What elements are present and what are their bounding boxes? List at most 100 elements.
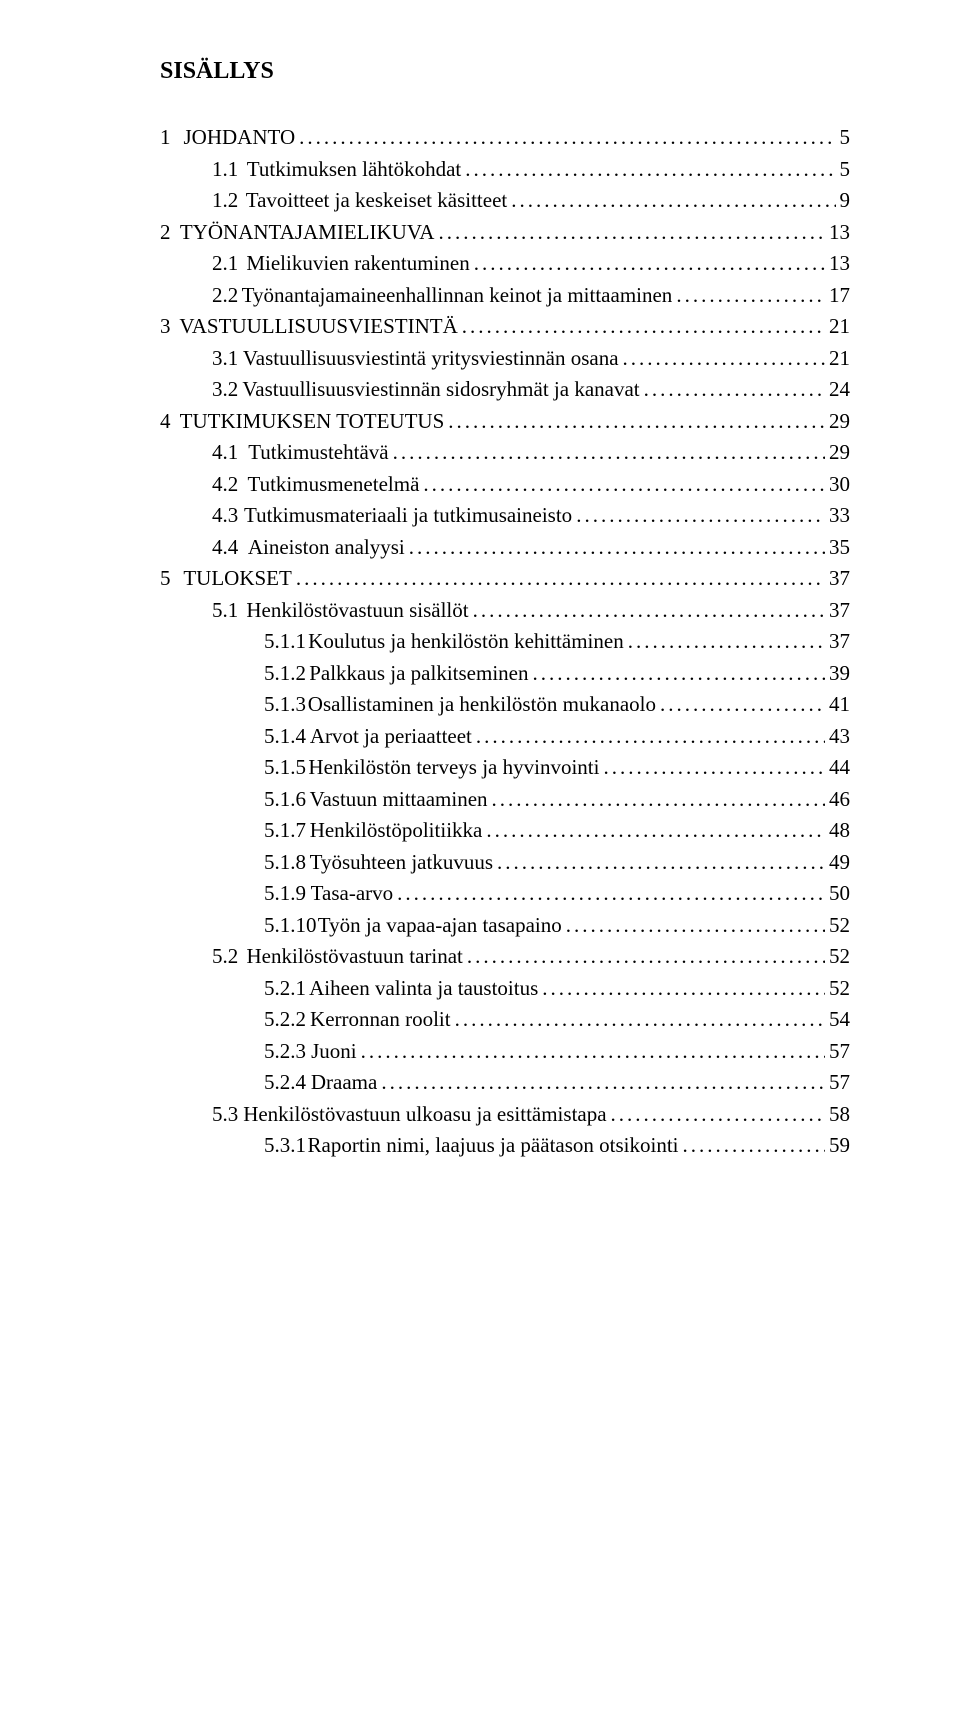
toc-entry: 5.2.2Kerronnan roolit...................… — [160, 1009, 850, 1030]
toc-entry-leader: ........................................… — [623, 348, 825, 369]
toc-entry-page: 5 — [840, 127, 851, 148]
toc-entry-number: 3.2 — [212, 379, 238, 400]
toc-entry-label: Työn ja vapaa-ajan tasapaino — [318, 915, 562, 936]
toc-entry-label: Draama — [311, 1072, 377, 1093]
toc-entry-page: 9 — [840, 190, 851, 211]
toc-entry-label: Tutkimusmateriaali ja tutkimusaineisto — [244, 505, 572, 526]
toc-entry-number: 5.1.2 — [264, 663, 306, 684]
toc-entry-leader: ........................................… — [566, 915, 825, 936]
toc-entry-page: 13 — [829, 253, 850, 274]
toc-entry: 1JOHDANTO...............................… — [160, 127, 850, 148]
toc-entry-page: 54 — [829, 1009, 850, 1030]
toc-entry-leader: ........................................… — [465, 159, 835, 180]
toc-entry-number: 2.1 — [212, 253, 238, 274]
toc-entry-page: 35 — [829, 537, 850, 558]
toc-entry-leader: ........................................… — [455, 1009, 825, 1030]
toc-entry-number: 5.1.8 — [264, 852, 306, 873]
toc-entry-number: 5.2.2 — [264, 1009, 306, 1030]
toc-entry: 5.3.1Raportin nimi, laajuus ja päätason … — [160, 1135, 850, 1156]
document-page: SISÄLLYS 1JOHDANTO......................… — [0, 0, 960, 1716]
toc-entry: 5.2.4Draama.............................… — [160, 1072, 850, 1093]
toc-entry-leader: ........................................… — [409, 537, 825, 558]
toc-entry-page: 37 — [829, 631, 850, 652]
toc-entry-label: Henkilöstövastuun sisällöt — [246, 600, 468, 621]
toc-entry-number: 5.2.3 — [264, 1041, 306, 1062]
toc-entry-page: 46 — [829, 789, 850, 810]
toc-entry-number: 3 — [160, 316, 171, 337]
toc-entry-leader: ........................................… — [683, 1135, 826, 1156]
toc-entry-number: 5.2.1 — [264, 978, 306, 999]
toc-entry-label: Vastuullisuusviestinnän sidosryhmät ja k… — [242, 379, 639, 400]
toc-entry-leader: ........................................… — [576, 505, 825, 526]
toc-entry: 5.1.8Työsuhteen jatkuvuus...............… — [160, 852, 850, 873]
toc-entry-page: 24 — [829, 379, 850, 400]
toc-entry-label: Vastuun mittaaminen — [310, 789, 488, 810]
toc-entry-leader: ........................................… — [603, 757, 825, 778]
toc-entry-label: Tavoitteet ja keskeiset käsitteet — [246, 190, 508, 211]
toc-entry-leader: ........................................… — [296, 568, 825, 589]
toc-entry-label: Arvot ja periaatteet — [310, 726, 472, 747]
toc-entry-label: Tutkimustehtävä — [248, 442, 388, 463]
toc-entry-number: 5.1.9 — [264, 883, 306, 904]
toc-entry-label: Henkilöstövastuun tarinat — [247, 946, 463, 967]
toc-entry-label: JOHDANTO — [184, 127, 296, 148]
toc-entry-page: 43 — [829, 726, 850, 747]
toc-entry-label: Tutkimuksen lähtökohdat — [247, 159, 461, 180]
toc-entry-page: 30 — [829, 474, 850, 495]
toc-entry-label: Kerronnan roolit — [310, 1009, 451, 1030]
toc-entry-number: 5.1.3 — [264, 694, 306, 715]
toc-entry-label: VASTUULLISUUSVIESTINTÄ — [179, 316, 457, 337]
toc-entry-number: 4.3 — [212, 505, 238, 526]
toc-entry-page: 37 — [829, 600, 850, 621]
toc-entry-label: TYÖNANTAJAMIELIKUVA — [180, 222, 435, 243]
toc-entry-number: 5.3 — [212, 1104, 238, 1125]
toc-entry-number: 5 — [160, 568, 171, 589]
toc-entry: 5.1.5Henkilöstön terveys ja hyvinvointi.… — [160, 757, 850, 778]
toc-entry-page: 5 — [840, 159, 851, 180]
toc-entry-label: Työnantajamaineenhallinnan keinot ja mit… — [242, 285, 673, 306]
table-of-contents: 1 JOHDANTO...............................… — [160, 127, 850, 1156]
toc-entry-leader: ........................................… — [511, 190, 835, 211]
toc-entry-leader: ........................................… — [467, 946, 825, 967]
toc-entry: 2.2Työnantajamaineenhallinnan keinot ja … — [160, 285, 850, 306]
toc-entry-number: 5.1.10 — [264, 915, 317, 936]
toc-entry-label: Henkilöstöpolitiikka — [310, 820, 483, 841]
toc-entry-label: Työsuhteen jatkuvuus — [310, 852, 493, 873]
toc-entry-leader: ........................................… — [462, 316, 825, 337]
toc-entry: 4.1Tutkimustehtävä......................… — [160, 442, 850, 463]
toc-entry-page: 21 — [829, 348, 850, 369]
toc-entry-number: 4.4 — [212, 537, 238, 558]
toc-entry-leader: ........................................… — [473, 600, 825, 621]
toc-entry-leader: ........................................… — [497, 852, 825, 873]
toc-entry-leader: ........................................… — [438, 222, 825, 243]
toc-entry-label: Henkilöstövastuun ulkoasu ja esittämista… — [243, 1104, 606, 1125]
toc-entry: 1.2Tavoitteet ja keskeiset käsitteet....… — [160, 190, 850, 211]
toc-entry-page: 33 — [829, 505, 850, 526]
toc-entry: 5.2.3Juoni..............................… — [160, 1041, 850, 1062]
toc-entry-number: 2.2 — [212, 285, 238, 306]
toc-entry-leader: ........................................… — [532, 663, 825, 684]
toc-entry-page: 39 — [829, 663, 850, 684]
toc-entry-label: Osallistaminen ja henkilöstön mukanaolo — [308, 694, 656, 715]
toc-entry-number: 5.3.1 — [264, 1135, 306, 1156]
toc-entry-number: 5.1.1 — [264, 631, 306, 652]
toc-entry-page: 41 — [829, 694, 850, 715]
toc-entry-label: Mielikuvien rakentuminen — [246, 253, 469, 274]
toc-entry-leader: ........................................… — [542, 978, 825, 999]
toc-entry-number: 1.1 — [212, 159, 238, 180]
toc-entry-leader: ........................................… — [611, 1104, 825, 1125]
toc-entry-number: 5.1.5 — [264, 757, 306, 778]
toc-entry: 5.3Henkilöstövastuun ulkoasu ja esittämi… — [160, 1104, 850, 1125]
toc-entry-number: 1 — [160, 127, 171, 148]
toc-entry: 5.1.6Vastuun mittaaminen................… — [160, 789, 850, 810]
toc-entry-leader: ........................................… — [423, 474, 825, 495]
toc-entry-page: 37 — [829, 568, 850, 589]
toc-entry: 5.1.3Osallistaminen ja henkilöstön mukan… — [160, 694, 850, 715]
toc-entry-number: 4.2 — [212, 474, 238, 495]
toc-entry: 2TYÖNANTAJAMIELIKUVA....................… — [160, 222, 850, 243]
toc-entry-label: Juoni — [311, 1041, 357, 1062]
toc-entry-label: Aineiston analyysi — [248, 537, 405, 558]
toc-entry-page: 52 — [829, 978, 850, 999]
toc-entry-leader: ........................................… — [393, 442, 825, 463]
toc-entry-leader: ........................................… — [476, 726, 825, 747]
